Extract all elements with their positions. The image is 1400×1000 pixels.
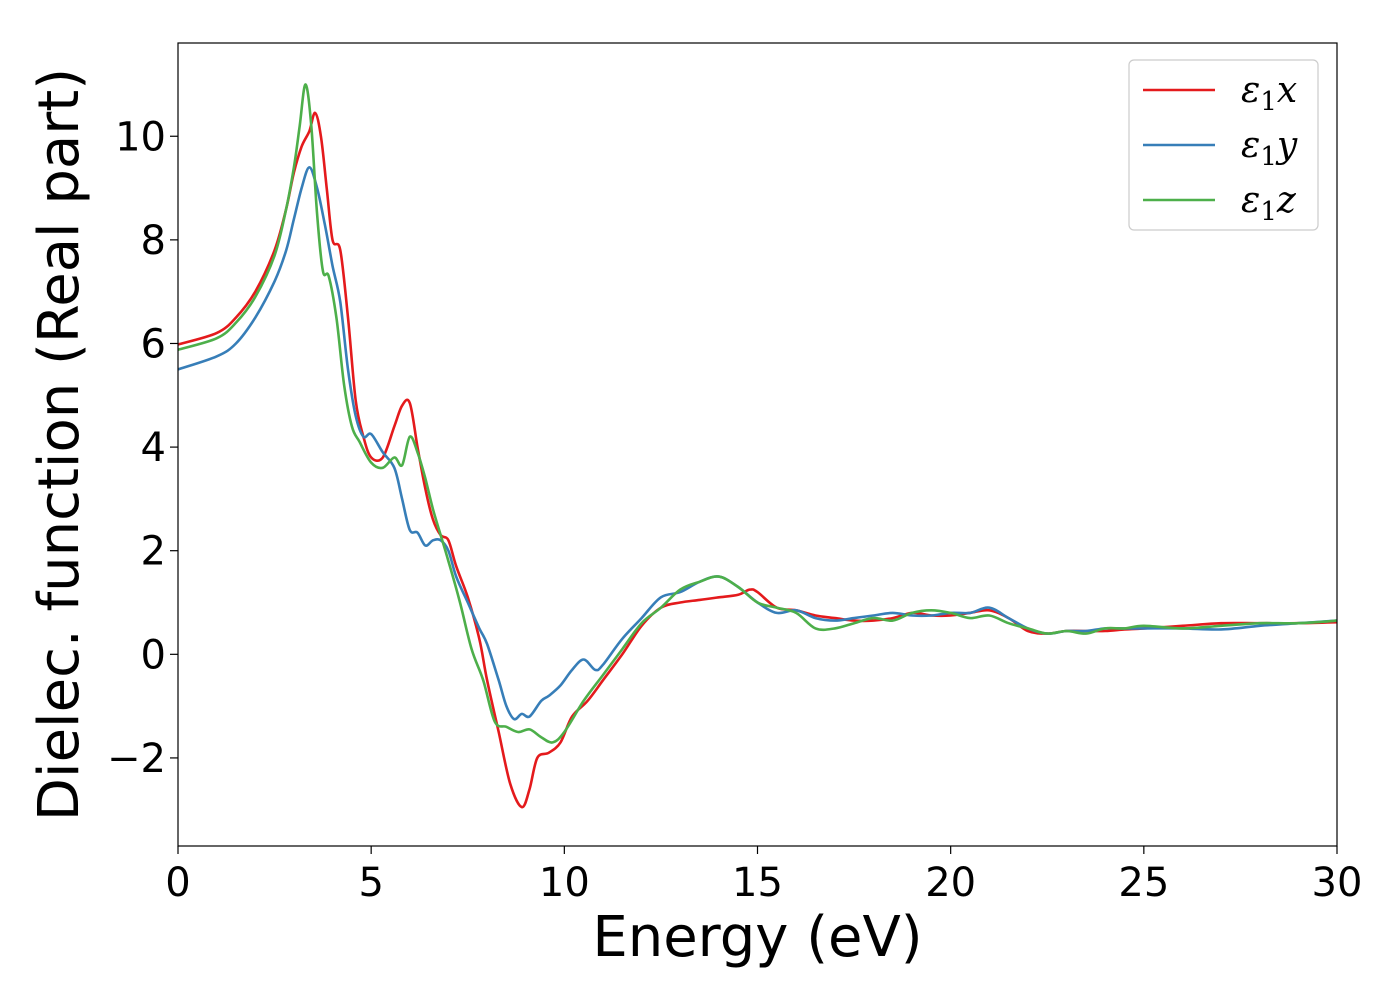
y-tick-label: 2 [141,529,166,575]
x-tick-label: 10 [539,860,590,906]
series-layer [177,83,1338,809]
legend-variable: x [1277,70,1297,111]
legend-symbol: ε [1241,70,1260,111]
x-axis-title: Energy (eV) [592,905,922,970]
legend-subscript: 1 [1260,197,1277,227]
legend-symbol: ε [1241,180,1260,221]
y-tick-label: 10 [115,114,166,160]
legend-symbol: ε [1241,125,1260,166]
x-tick-label: 15 [732,860,783,906]
y-tick-label: 6 [141,321,166,367]
x-tick-label: 5 [358,860,383,906]
series-line-z [177,83,1338,744]
legend-box [1128,59,1319,231]
y-axis-title: Dielec. function (Real part) [27,68,92,821]
legend-label-y: ε1y [1241,125,1298,172]
x-tick-label: 20 [925,860,976,906]
y-axis: −2 0 2 4 6 8 10 [107,114,178,782]
legend-label-z: ε1z [1241,180,1297,227]
y-tick-label: 8 [141,218,166,264]
x-tick-label: 25 [1118,860,1169,906]
series-line-y [177,166,1338,721]
y-tick-label: −2 [107,736,166,782]
x-tick-label: 0 [165,860,190,906]
legend-variable: z [1276,180,1297,221]
legend-subscript: 1 [1260,87,1277,117]
legend-label-x: ε1x [1241,70,1297,117]
legend-subscript: 1 [1260,142,1277,172]
legend-variable: y [1275,125,1298,166]
x-tick-label: 30 [1312,860,1363,906]
y-tick-label: 4 [141,425,166,471]
x-axis: 0 5 10 15 20 25 30 [165,846,1362,906]
y-tick-label: 0 [141,632,166,678]
